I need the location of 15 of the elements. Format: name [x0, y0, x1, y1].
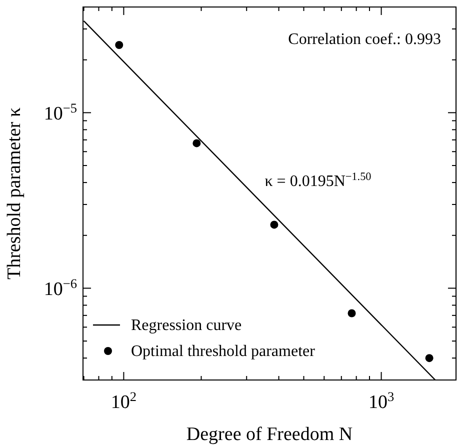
- point: [348, 309, 356, 318]
- annotation: κ = 0.0195N$^{−1.50}$: [264, 171, 372, 190]
- point: [270, 220, 278, 229]
- point: [115, 40, 124, 49]
- x-tick-label: 10$^{2}$: [110, 388, 137, 413]
- point: [425, 354, 434, 362]
- x-axis-title: Degree of Freedom N: [186, 424, 353, 445]
- point: [192, 139, 201, 148]
- legend-label: Optimal threshold parameter: [131, 343, 316, 360]
- annotation: Correlation coef.: 0.993: [288, 31, 441, 48]
- y-axis-title: Threshold parameter κ: [4, 107, 25, 280]
- legend-label: Regression curve: [131, 317, 242, 334]
- x-tick-label: 10$^{3}$: [368, 388, 394, 413]
- y-tick-label: 10$^{−5}$: [44, 100, 78, 125]
- y-tick-label: 10$^{−6}$: [44, 276, 78, 300]
